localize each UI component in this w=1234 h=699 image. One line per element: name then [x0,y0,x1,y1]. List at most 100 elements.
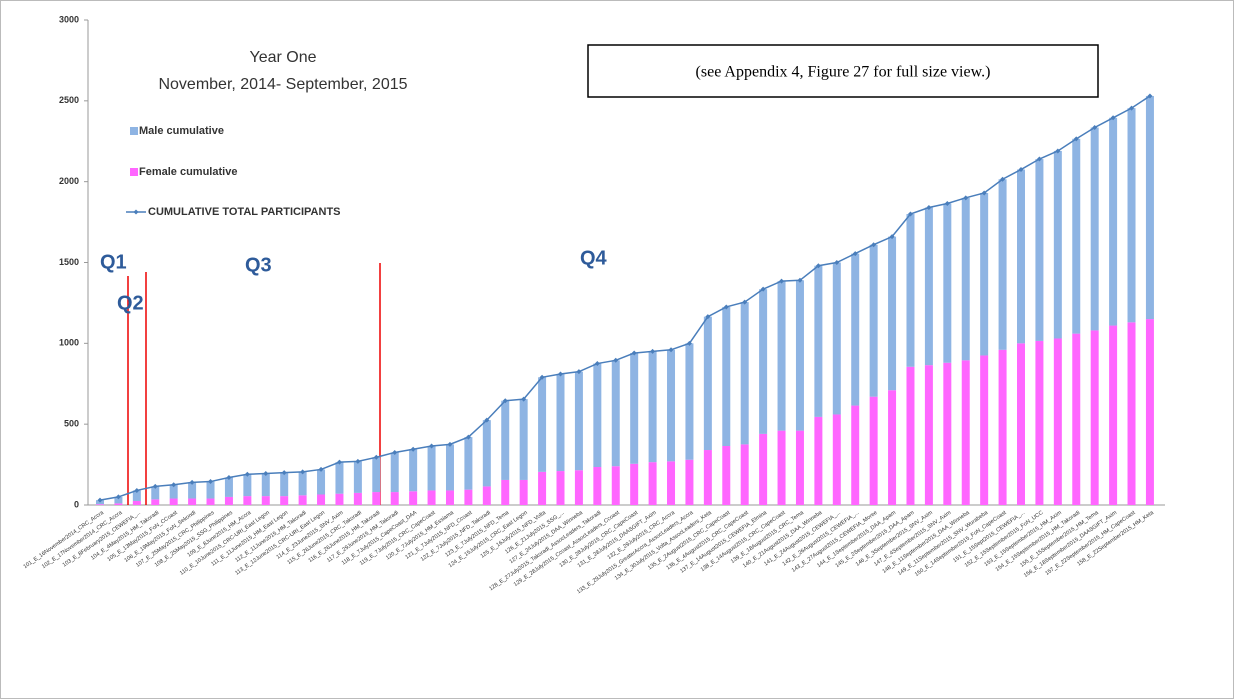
bar [777,281,786,431]
line-marker [355,458,361,464]
bar [114,496,123,504]
bar [298,495,307,505]
line-marker [1018,167,1024,173]
bar [1053,150,1062,339]
bar [482,420,491,487]
y-tick-label: 2500 [59,95,79,105]
bar [224,477,233,497]
bar [482,486,491,505]
line-marker [944,200,950,206]
chart-title: Year One [249,49,316,66]
bar [519,479,528,505]
y-tick-label: 1000 [59,338,79,348]
line-marker [152,483,158,489]
line-marker [1055,148,1061,154]
line-marker [189,479,195,485]
y-tick-label: 0 [74,499,79,509]
bar [961,360,970,505]
line-marker [926,205,932,211]
line-marker [171,482,177,488]
bar [722,445,731,505]
bar [998,179,1007,350]
bar [390,492,399,505]
bar [1035,340,1044,505]
line-marker [631,350,637,356]
line-marker [484,417,490,423]
bar [888,236,897,391]
bar [961,197,970,361]
bar [114,503,123,505]
line-marker [447,441,453,447]
bar [538,377,547,472]
bar [667,461,676,505]
line-marker [1129,105,1135,111]
line-marker [1147,93,1153,99]
bar [206,481,215,499]
line-marker [797,277,803,283]
bar [353,492,362,505]
line-marker [465,434,471,440]
bar [630,463,639,505]
note-box [587,44,1099,98]
bar [519,399,528,480]
bar [427,490,436,505]
line-marker [410,446,416,452]
legend-label: Male cumulative [139,125,224,137]
bar [759,289,768,434]
bar [1090,127,1099,331]
bar [243,474,252,497]
bar [261,473,270,497]
line-marker [502,398,508,404]
line-marker [318,466,324,472]
bar [445,490,454,505]
line-marker [1073,136,1079,142]
bar [169,498,178,505]
line-marker [723,304,729,310]
bar [998,349,1007,505]
line-marker [576,369,582,375]
bar [906,214,915,367]
bar [1127,322,1136,505]
bar [703,316,712,451]
line-marker [429,443,435,449]
line-marker [705,314,711,320]
bar [464,437,473,490]
legend-swatch [130,168,138,176]
bar [1109,117,1118,326]
bar [151,486,160,500]
line-marker [244,471,250,477]
line-marker [558,371,563,377]
bar [611,466,620,505]
bar [317,494,326,505]
bar [353,461,362,493]
bar [96,504,104,505]
line-marker [263,470,269,476]
bar [501,400,510,480]
bar [777,430,786,505]
y-tick-label: 2000 [59,176,79,186]
bar [151,499,160,505]
line-marker [1110,115,1116,121]
bar [335,462,344,494]
line-marker [539,374,545,380]
line-marker [373,454,379,460]
bar [224,496,233,505]
line-marker [1092,125,1098,131]
chart-subtitle: November, 2014- September, 2015 [158,76,407,93]
bar [501,479,510,505]
bar [1145,319,1154,505]
line-marker [97,497,103,503]
bar [869,396,878,505]
bar [298,471,307,496]
bar [611,360,620,467]
line-marker [392,449,398,455]
line-marker [981,190,987,196]
bar [1090,330,1099,505]
quarter-label: Q1 [100,251,127,273]
quarter-label: Q2 [117,292,144,314]
bar [980,192,989,356]
bar [722,306,731,446]
line-marker [336,459,342,465]
bar [814,416,823,505]
